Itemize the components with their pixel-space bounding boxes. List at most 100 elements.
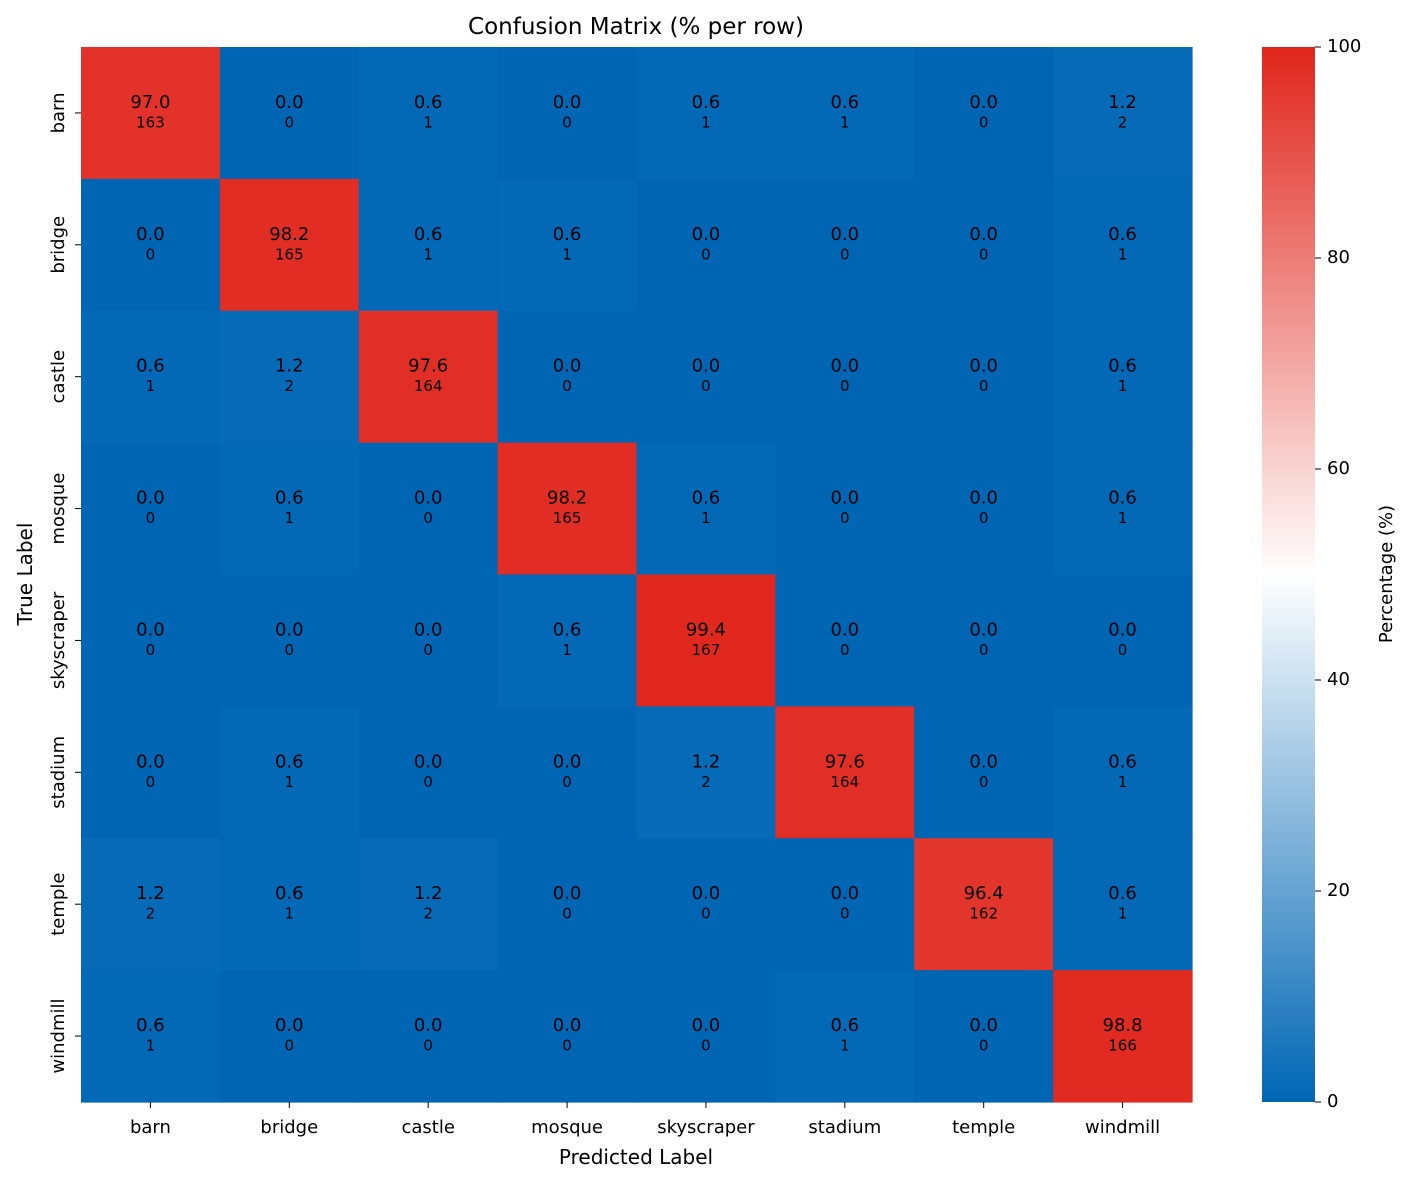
- cell-count-label: 165: [553, 509, 582, 527]
- cell-percent-label: 0.0: [553, 883, 582, 904]
- cell-percent-label: 0.0: [969, 92, 998, 113]
- cell-count-label: 164: [414, 377, 443, 395]
- cell-count-label: 1: [1118, 509, 1128, 527]
- cell-count-label: 2: [701, 773, 711, 791]
- heatmap-cell: [497, 574, 638, 707]
- cell-count-label: 0: [979, 509, 989, 527]
- cell-percent-label: 0.0: [830, 883, 859, 904]
- cell-percent-label: 0.0: [553, 92, 582, 113]
- cell-percent-label: 0.6: [692, 488, 721, 509]
- heatmap-cell: [636, 442, 776, 576]
- y-tick-label: windmill: [48, 999, 69, 1074]
- cell-count-label: 1: [1118, 377, 1128, 395]
- cell-percent-label: 98.2: [269, 224, 309, 245]
- cell-count-label: 0: [146, 245, 156, 263]
- cell-percent-label: 1.2: [136, 883, 165, 904]
- heatmap-cell: [1053, 838, 1193, 971]
- cell-percent-label: 0.0: [692, 1015, 721, 1036]
- cell-percent-label: 0.0: [136, 751, 165, 772]
- heatmap-cell: [636, 574, 776, 707]
- heatmap-cell: [219, 47, 360, 180]
- cell-count-label: 165: [275, 245, 304, 263]
- heatmap-cell: [497, 970, 638, 1103]
- cell-percent-label: 0.0: [414, 751, 443, 772]
- cell-count-label: 0: [423, 509, 433, 527]
- cell-percent-label: 1.2: [1108, 92, 1137, 113]
- colorbar: [1262, 47, 1315, 1102]
- cell-percent-label: 1.2: [692, 751, 721, 772]
- cell-percent-label: 0.0: [969, 488, 998, 509]
- heatmap-cell: [1053, 574, 1193, 707]
- cell-percent-label: 0.0: [692, 883, 721, 904]
- cell-percent-label: 0.0: [136, 619, 165, 640]
- heatmap-cell: [1053, 47, 1193, 180]
- cell-percent-label: 0.6: [830, 92, 859, 113]
- cell-count-label: 0: [979, 641, 989, 659]
- heatmap-cell: [636, 706, 776, 839]
- cell-percent-label: 0.0: [136, 224, 165, 245]
- cell-percent-label: 0.0: [969, 751, 998, 772]
- heatmap-cell: [775, 970, 915, 1103]
- heatmap-cell: [219, 970, 360, 1103]
- cell-percent-label: 0.0: [1108, 619, 1137, 640]
- cell-percent-label: 0.6: [1108, 883, 1137, 904]
- heatmap-cell: [497, 47, 638, 180]
- heatmap-cell: [219, 178, 360, 312]
- heatmap-cell: [81, 574, 221, 707]
- heatmap-cell: [358, 47, 499, 180]
- cell-percent-label: 0.0: [969, 356, 998, 377]
- cell-percent-label: 0.0: [830, 488, 859, 509]
- heatmap-cell: [81, 47, 221, 180]
- cell-count-label: 0: [285, 641, 295, 659]
- cell-count-label: 0: [423, 641, 433, 659]
- cell-count-label: 0: [701, 1037, 711, 1055]
- y-tick-label: stadium: [48, 736, 69, 809]
- cell-count-label: 0: [562, 1037, 572, 1055]
- cell-count-label: 166: [1108, 1037, 1137, 1055]
- heatmap-cell: [636, 178, 776, 312]
- colorbar-tick-label: 100: [1327, 36, 1361, 57]
- cell-percent-label: 96.4: [964, 883, 1004, 904]
- colorbar-tick-label: 0: [1327, 1091, 1338, 1112]
- cell-count-label: 1: [285, 905, 295, 923]
- heatmap-cell: [81, 838, 221, 971]
- cell-count-label: 1: [840, 1037, 850, 1055]
- colorbar-tick-label: 80: [1327, 247, 1350, 268]
- heatmap-cell: [1053, 178, 1193, 312]
- cell-count-label: 167: [692, 641, 721, 659]
- cell-count-label: 0: [840, 245, 850, 263]
- heatmap-cell: [914, 838, 1054, 971]
- cell-percent-label: 99.4: [686, 619, 726, 640]
- x-tick-label: windmill: [1085, 1117, 1160, 1138]
- x-tick-label: castle: [401, 1117, 454, 1138]
- heatmap-cell: [219, 574, 360, 707]
- heatmap-cell: [358, 310, 499, 444]
- cell-count-label: 0: [840, 905, 850, 923]
- x-tick-label: barn: [130, 1117, 171, 1138]
- cell-percent-label: 0.0: [414, 1015, 443, 1036]
- cell-percent-label: 0.0: [414, 619, 443, 640]
- cell-count-label: 1: [146, 377, 156, 395]
- heatmap-cell: [219, 838, 360, 971]
- heatmap-cell: [81, 310, 221, 444]
- cell-count-label: 0: [423, 773, 433, 791]
- y-tick-label: temple: [48, 873, 69, 936]
- cell-count-label: 1: [146, 1037, 156, 1055]
- cell-percent-label: 0.0: [275, 1015, 304, 1036]
- cell-count-label: 1: [840, 113, 850, 131]
- heatmap-cell: [1053, 706, 1193, 839]
- cell-percent-label: 0.0: [969, 619, 998, 640]
- cell-count-label: 0: [146, 509, 156, 527]
- heatmap-cell: [81, 706, 221, 839]
- cell-count-label: 2: [146, 905, 156, 923]
- y-tick-label: castle: [48, 350, 69, 403]
- cell-percent-label: 0.6: [136, 356, 165, 377]
- cell-count-label: 2: [1118, 113, 1128, 131]
- cell-count-label: 0: [979, 377, 989, 395]
- heatmap-cell: [914, 47, 1054, 180]
- cell-percent-label: 0.0: [692, 356, 721, 377]
- x-tick-label: skyscraper: [657, 1117, 755, 1138]
- cell-count-label: 0: [840, 641, 850, 659]
- y-tick-label: skyscraper: [48, 591, 69, 689]
